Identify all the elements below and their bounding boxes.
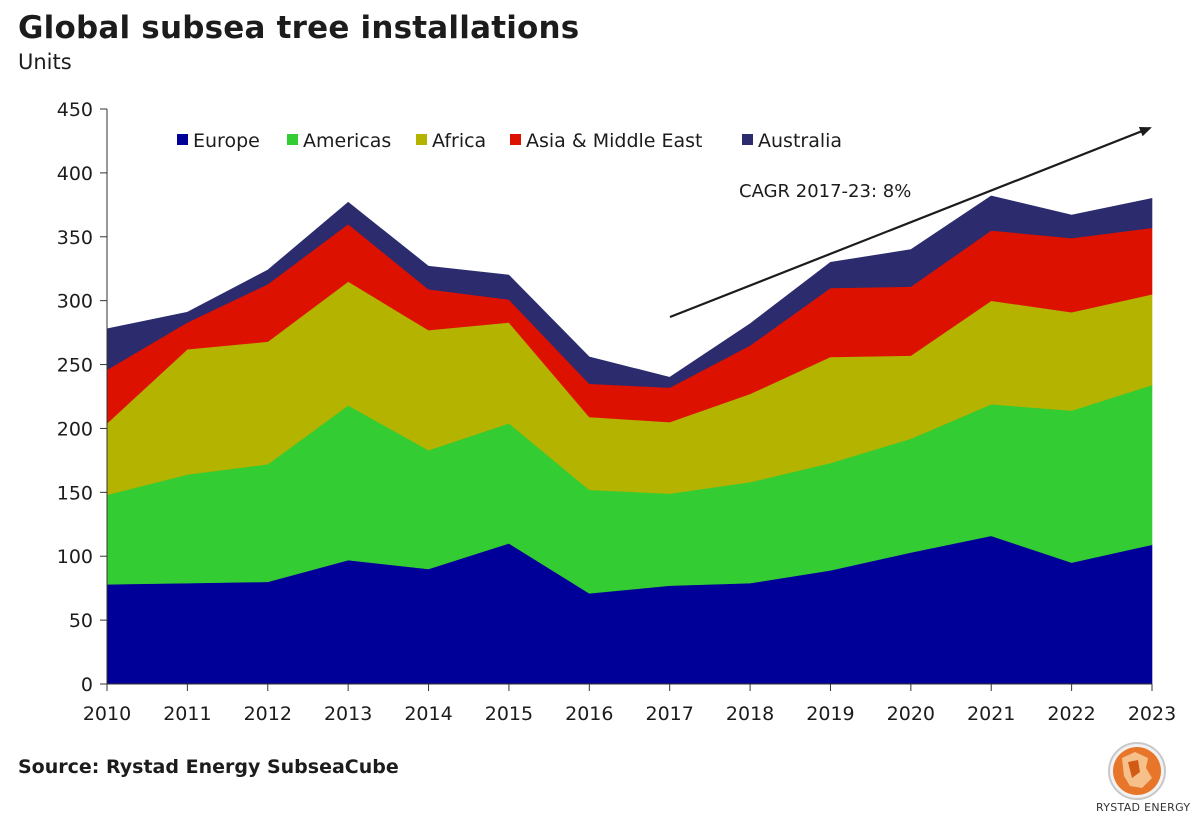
- x-tick-label: 2011: [163, 703, 211, 725]
- x-tick-label: 2014: [404, 703, 452, 725]
- y-tick-label: 200: [57, 418, 93, 440]
- legend-label: Asia & Middle East: [526, 130, 703, 152]
- cagr-annotation: CAGR 2017-23: 8%: [739, 181, 911, 202]
- legend-swatch: [287, 134, 298, 145]
- x-tick-label: 2018: [726, 703, 774, 725]
- cagr-trend-arrow: [669, 126, 1152, 319]
- legend-swatch: [742, 134, 753, 145]
- x-tick-label: 2021: [967, 703, 1015, 725]
- x-tick-label: 2017: [646, 703, 694, 725]
- legend-swatch: [416, 134, 427, 145]
- x-tick-label: 2015: [485, 703, 533, 725]
- logo-text: RYSTAD ENERGY: [1096, 801, 1191, 814]
- x-tick-label: 2019: [806, 703, 854, 725]
- x-tick-label: 2020: [887, 703, 935, 725]
- y-tick-label: 400: [57, 163, 93, 185]
- legend-label: Australia: [758, 130, 842, 152]
- y-tick-label: 350: [57, 227, 93, 249]
- x-tick-label: 2010: [83, 703, 131, 725]
- area-australia: [106, 195, 1153, 388]
- legend-swatch: [510, 134, 521, 145]
- y-tick-label: 50: [69, 610, 93, 632]
- legend-swatch: [177, 134, 188, 145]
- y-tick-label: 100: [57, 546, 93, 568]
- x-tick-label: 2013: [324, 703, 372, 725]
- y-tick-label: 150: [57, 482, 93, 504]
- x-tick-label: 2023: [1128, 703, 1176, 725]
- legend-label: Europe: [193, 130, 260, 152]
- x-tick-label: 2022: [1047, 703, 1095, 725]
- y-tick-label: 0: [81, 674, 93, 696]
- x-tick-label: 2012: [244, 703, 292, 725]
- chart-subtitle: Units: [18, 50, 72, 74]
- legend-label: Americas: [303, 130, 391, 152]
- rystad-logo-icon: [1108, 742, 1166, 800]
- y-tick-label: 250: [57, 355, 93, 377]
- source-note: Source: Rystad Energy SubseaCube: [18, 756, 399, 778]
- y-tick-label: 450: [57, 99, 93, 121]
- chart-title: Global subsea tree installations: [18, 10, 580, 46]
- y-tick-label: 300: [57, 291, 93, 313]
- x-tick-label: 2016: [565, 703, 613, 725]
- legend-label: Africa: [432, 130, 486, 152]
